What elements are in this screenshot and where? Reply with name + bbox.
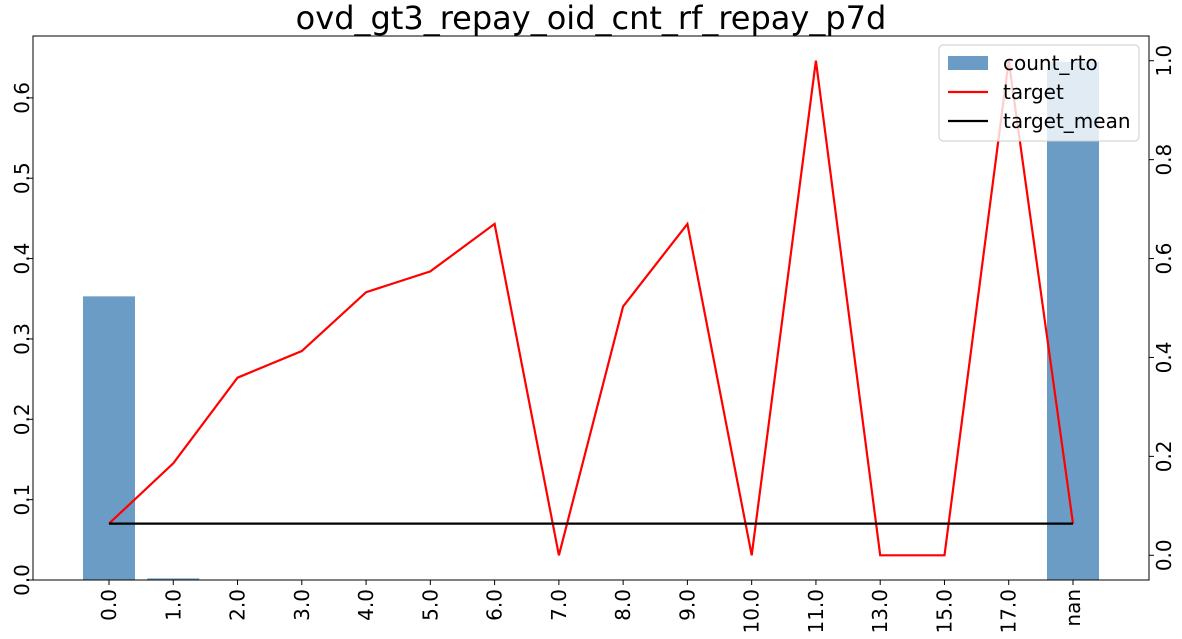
legend-label-count_rto: count_rto xyxy=(1003,51,1098,75)
x-tick-label: 5.0 xyxy=(418,589,442,621)
y-left-tick-label: 0.6 xyxy=(10,82,34,114)
y-right-tick-label: 0.6 xyxy=(1152,243,1176,275)
x-tick-label: 7.0 xyxy=(547,589,571,621)
x-tick-label: 8.0 xyxy=(611,589,635,621)
y-right-tick-label: 0.2 xyxy=(1152,440,1176,472)
x-tick-label: 10.0 xyxy=(740,589,764,634)
x-tick-label: 13.0 xyxy=(868,589,892,634)
x-tick-label: nan xyxy=(1061,589,1085,627)
legend-box xyxy=(938,44,1140,142)
bar-nan xyxy=(1047,61,1099,580)
series-line-target xyxy=(108,60,1075,557)
x-tick-label: 11.0 xyxy=(804,589,828,634)
legend-swatch-count_rto xyxy=(948,56,988,70)
y-left-tick-label: 0.3 xyxy=(10,323,34,355)
x-tick-label: 6.0 xyxy=(483,589,507,621)
y-right-tick-label: 0.0 xyxy=(1152,539,1176,571)
chart-title: ovd_gt3_repay_oid_cnt_rf_repay_p7d xyxy=(295,0,887,37)
x-tick-label: 0.0 xyxy=(97,589,121,621)
y-left-tick-label: 0.2 xyxy=(10,403,34,435)
y-left-tick-label: 0.1 xyxy=(10,484,34,516)
x-tick-label: 2.0 xyxy=(226,589,250,621)
x-tick-label: 17.0 xyxy=(997,589,1021,634)
x-tick-label: 9.0 xyxy=(675,589,699,621)
y-left-tick-label: 0.5 xyxy=(10,162,34,194)
y-right-tick-label: 0.8 xyxy=(1152,144,1176,176)
bar-0.0 xyxy=(83,296,135,580)
plot-frame xyxy=(32,35,1150,581)
y-right-tick-label: 1.0 xyxy=(1152,45,1176,77)
x-tick-label: 4.0 xyxy=(354,589,378,621)
y-right-tick-label: 0.4 xyxy=(1152,342,1176,374)
legend-label-target: target xyxy=(1003,80,1064,104)
x-tick-label: 15.0 xyxy=(932,589,956,634)
x-tick-label: 3.0 xyxy=(290,589,314,621)
bar-1.0 xyxy=(147,578,200,580)
legend-label-target_mean: target_mean xyxy=(1003,109,1131,133)
y-left-tick-label: 0.0 xyxy=(10,564,34,596)
x-tick-label: 1.0 xyxy=(161,589,185,621)
y-left-tick-label: 0.4 xyxy=(10,243,34,275)
